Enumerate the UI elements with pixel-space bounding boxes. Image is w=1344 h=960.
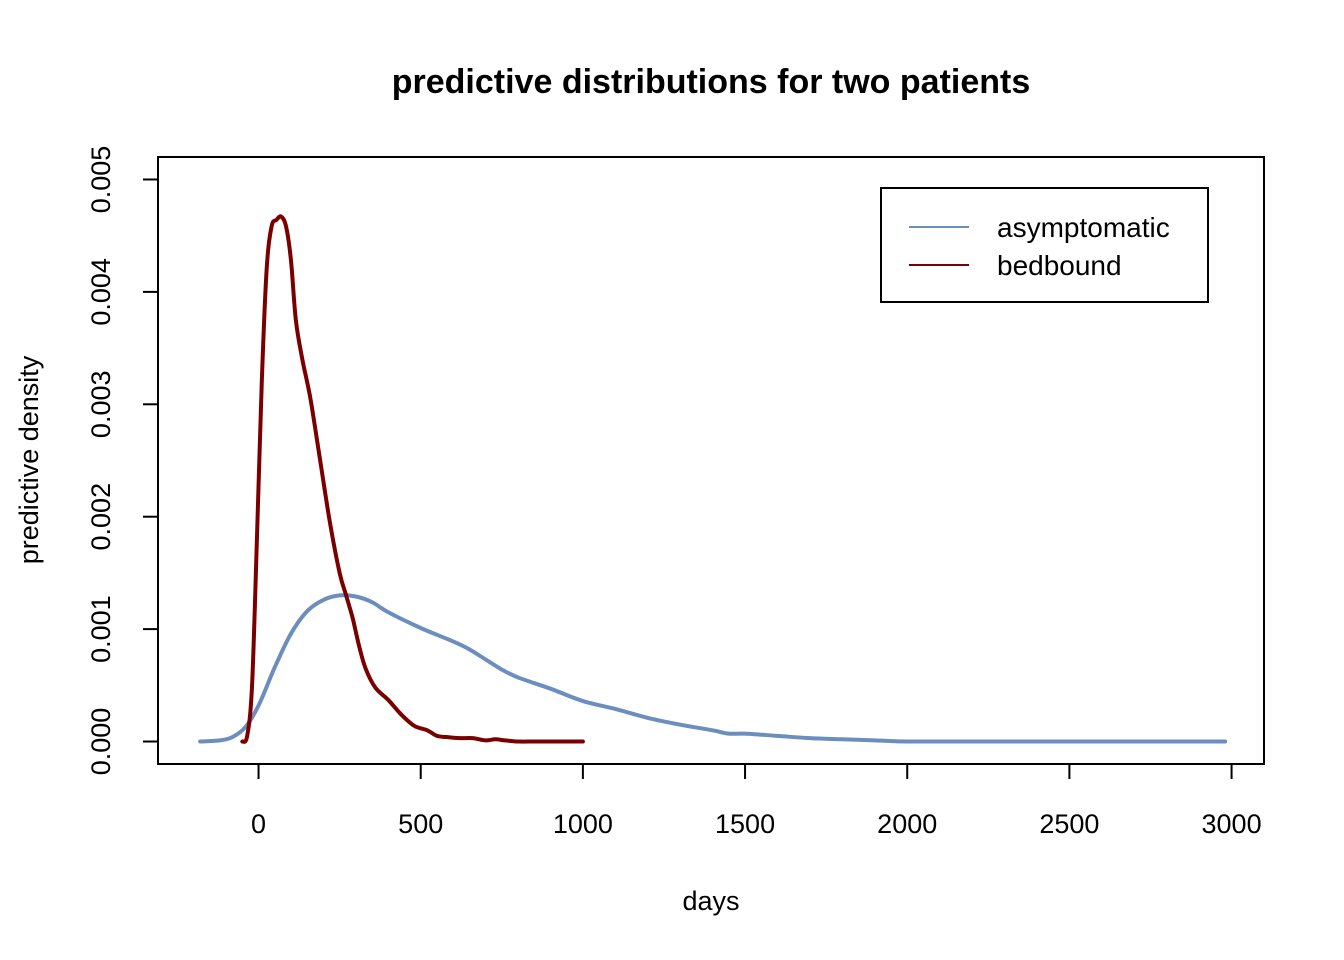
x-tick-label: 2500 — [1039, 809, 1099, 839]
series-layer — [198, 214, 1228, 744]
x-tick-label: 3000 — [1202, 809, 1262, 839]
legend-box — [880, 187, 1209, 303]
x-tick-label: 1000 — [553, 809, 613, 839]
x-tick-label: 500 — [398, 809, 443, 839]
x-axis: 0 500 1000 1500 2000 2500 3000 — [251, 763, 1262, 839]
x-axis-label: days — [682, 886, 739, 916]
y-axis: 0.000 0.001 0.002 0.003 0.004 0.005 — [86, 146, 159, 776]
legend: asymptomatic bedbound — [880, 187, 1209, 303]
series-line-asymptomatic — [198, 593, 1228, 744]
y-tick-label: 0.004 — [86, 258, 116, 326]
series-line-bedbound — [240, 214, 585, 744]
y-tick-label: 0.000 — [86, 708, 116, 776]
y-tick-label: 0.005 — [86, 146, 116, 214]
x-tick-label: 0 — [251, 809, 266, 839]
chart-title: predictive distributions for two patient… — [392, 63, 1031, 101]
x-tick-label: 1500 — [715, 809, 775, 839]
y-tick-label: 0.002 — [86, 483, 116, 551]
legend-label-bedbound: bedbound — [997, 250, 1122, 281]
y-tick-label: 0.003 — [86, 371, 116, 439]
x-tick-label: 2000 — [877, 809, 937, 839]
y-axis-label: predictive density — [14, 355, 44, 564]
y-tick-label: 0.001 — [86, 595, 116, 663]
legend-label-asymptomatic: asymptomatic — [997, 212, 1170, 243]
